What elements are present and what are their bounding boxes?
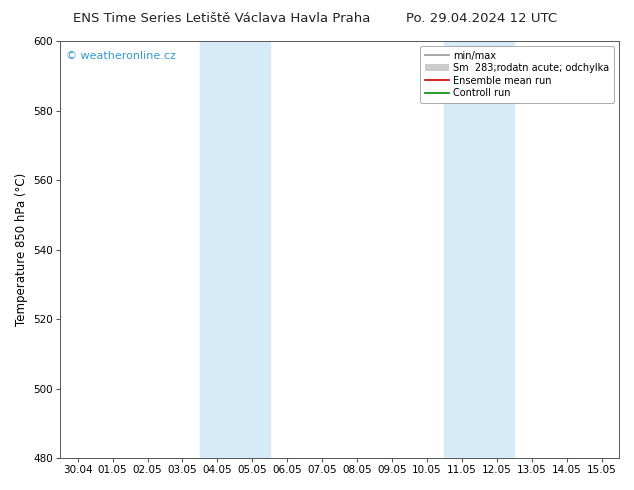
Text: ENS Time Series Letiště Václava Havla Praha: ENS Time Series Letiště Václava Havla Pr…: [73, 12, 371, 25]
Text: © weatheronline.cz: © weatheronline.cz: [66, 51, 176, 61]
Y-axis label: Temperature 850 hPa (°C): Temperature 850 hPa (°C): [15, 173, 28, 326]
Text: Po. 29.04.2024 12 UTC: Po. 29.04.2024 12 UTC: [406, 12, 557, 25]
Bar: [200, 41, 270, 458]
Legend: min/max, Sm  283;rodatn acute; odchylka, Ensemble mean run, Controll run: min/max, Sm 283;rodatn acute; odchylka, …: [420, 46, 614, 103]
Bar: [444, 41, 514, 458]
